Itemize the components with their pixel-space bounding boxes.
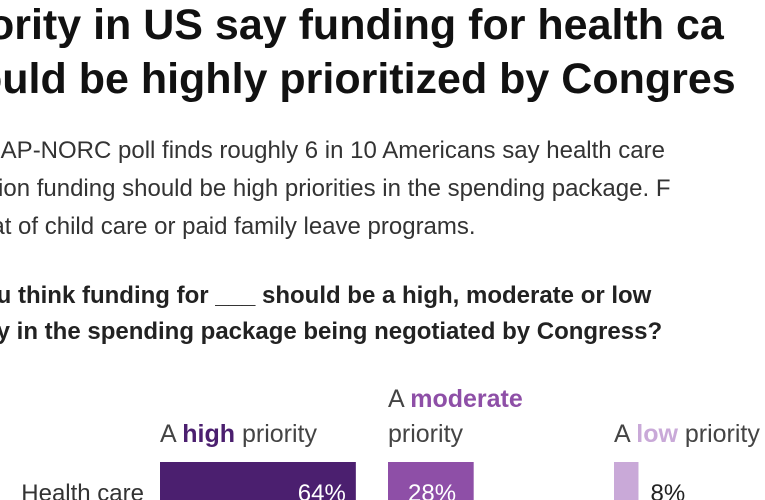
low-emphasis: low bbox=[636, 420, 678, 448]
column-header-low: A low priority bbox=[614, 420, 760, 448]
data-label-moderate: 28% bbox=[408, 480, 456, 500]
bar-low bbox=[614, 462, 639, 500]
title-line-1: jority in US say funding for health ca bbox=[0, 1, 724, 49]
bar-moderate bbox=[388, 462, 474, 500]
title-line-2: ould be highly prioritized by Congres bbox=[0, 55, 736, 103]
question-line-2: ity in the spending package being negoti… bbox=[0, 318, 663, 345]
moderate-emphasis: moderate bbox=[410, 385, 523, 413]
column-header-moderate: A moderate priority bbox=[388, 385, 523, 448]
column-header-high: A high priority bbox=[160, 420, 317, 448]
subtitle-line-3: hat of child care or paid family leave p… bbox=[0, 213, 476, 240]
question-line-1: ou think funding for ___ should be a hig… bbox=[0, 282, 652, 309]
chart-title: jority in US say funding for health ca o… bbox=[0, 0, 736, 106]
survey-question: ou think funding for ___ should be a hig… bbox=[0, 278, 662, 350]
bar-high bbox=[160, 462, 356, 500]
data-label-low: 8% bbox=[650, 480, 685, 500]
category-label: Health care bbox=[21, 480, 144, 500]
subtitle-line-1: w AP-NORC poll finds roughly 6 in 10 Ame… bbox=[0, 137, 665, 164]
data-label-high: 64% bbox=[298, 480, 346, 500]
subtitle-line-2: ation funding should be high priorities … bbox=[0, 175, 671, 202]
high-emphasis: high bbox=[182, 420, 236, 448]
chart-subtitle: w AP-NORC poll finds roughly 6 in 10 Ame… bbox=[0, 132, 670, 246]
